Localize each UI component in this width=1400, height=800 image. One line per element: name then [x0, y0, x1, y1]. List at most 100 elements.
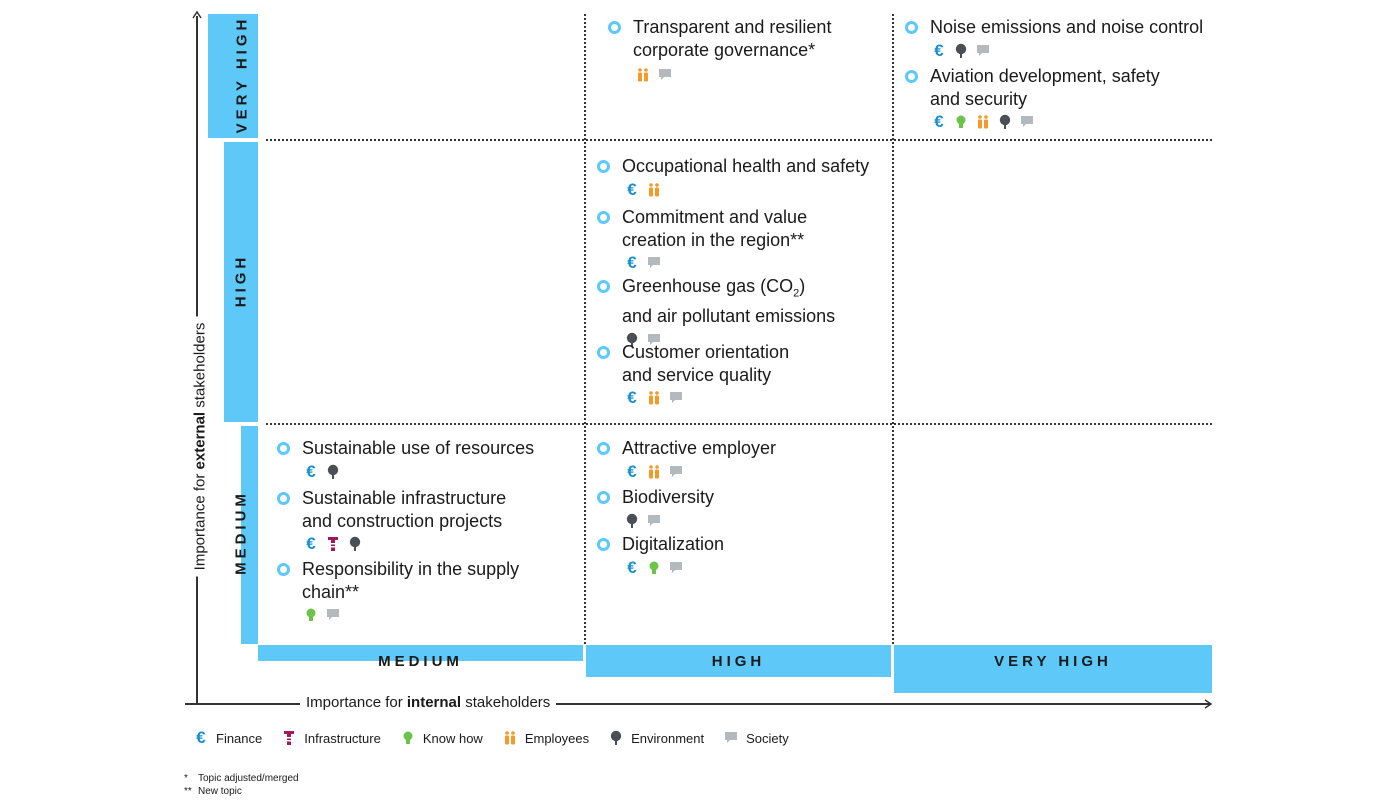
- topic-icons: €: [932, 40, 1203, 60]
- x-axis-title: Importance for internal stakeholders: [300, 694, 557, 711]
- tree-icon: [625, 332, 639, 348]
- y-level-label-medium: MEDIUM: [232, 490, 250, 575]
- x-level-label-medium: MEDIUM: [378, 653, 463, 670]
- speech-bubble-icon: [647, 513, 661, 529]
- y-level-bar-high: [224, 142, 258, 422]
- topic-title: Commitment and value creation in the reg…: [622, 207, 808, 250]
- speech-bubble-icon: [976, 43, 990, 59]
- topic-icons: €: [625, 461, 776, 481]
- topic-regional-commitment: Commitment and value creation in the reg…: [597, 206, 807, 271]
- tree-icon: [326, 464, 340, 480]
- topic-greenhouse-gas: Greenhouse gas (CO2) and air pollutant e…: [597, 275, 835, 348]
- topic-icons: €: [625, 557, 724, 577]
- infrastructure-icon: [282, 730, 296, 746]
- speech-bubble-icon: [647, 332, 661, 348]
- bullet-icon: [597, 442, 610, 455]
- people-icon: [647, 464, 661, 480]
- topic-icons: €: [625, 179, 869, 199]
- speech-bubble-icon: [658, 67, 672, 83]
- euro-icon: €: [627, 179, 637, 199]
- topic-title: Aviation development, safety and securit…: [930, 66, 1160, 109]
- topic-icons: €: [304, 461, 534, 481]
- euro-icon: €: [627, 253, 637, 272]
- y-level-bar-medium: [241, 426, 258, 644]
- legend: € Finance Infrastructure Know how Employe…: [194, 729, 789, 746]
- footnote-text: New topic: [198, 786, 242, 797]
- topic-title: Digitalization: [622, 534, 725, 554]
- topic-title: Noise emissions and noise control: [930, 17, 1204, 37]
- x-level-bar-high: [586, 645, 891, 677]
- x-level-label-very-high: VERY HIGH: [994, 653, 1112, 670]
- euro-icon: €: [934, 40, 944, 60]
- footnote-text: Topic adjusted/merged: [198, 773, 299, 784]
- topic-aviation: Aviation development, safety and securit…: [905, 65, 1160, 130]
- euro-icon: €: [627, 557, 637, 577]
- footnote: ** New topic: [184, 785, 299, 798]
- x-axis-title-bold: internal: [406, 694, 462, 711]
- euro-icon: €: [306, 461, 316, 481]
- topic-icons: [636, 67, 831, 83]
- topic-icons: [625, 332, 835, 348]
- legend-label: Environment: [631, 730, 705, 746]
- x-level-label-high: HIGH: [711, 653, 766, 670]
- bullet-icon: [597, 280, 610, 293]
- x-level-bar-very-high: [894, 645, 1212, 693]
- y-level-label-very-high: VERY HIGH: [233, 15, 251, 134]
- topic-title: Responsibility in the supply chain**: [302, 559, 520, 602]
- speech-bubble-icon: [326, 607, 340, 623]
- legend-item-environment: Environment: [609, 730, 704, 746]
- legend-label: Finance: [216, 730, 263, 746]
- bullet-icon: [905, 70, 918, 83]
- topic-title-suffix: ) and air pollutant emissions: [622, 276, 836, 327]
- topic-biodiversity: Biodiversity: [597, 486, 714, 529]
- bullet-icon: [597, 211, 610, 224]
- legend-label: Society: [746, 730, 789, 746]
- x-axis-arrow-icon: [1204, 699, 1213, 709]
- topic-supply-chain: Responsibility in the supply chain**: [277, 558, 519, 623]
- x-axis-line: [185, 703, 1210, 705]
- bullet-icon: [597, 491, 610, 504]
- topic-title-prefix: Greenhouse gas (CO: [622, 276, 794, 296]
- legend-item-finance: € Finance: [194, 729, 263, 746]
- people-icon: [503, 730, 517, 746]
- topic-governance: Transparent and resilient corporate gove…: [608, 16, 831, 83]
- tree-icon: [609, 730, 623, 746]
- bullet-icon: [597, 160, 610, 173]
- legend-label: Employees: [524, 730, 590, 746]
- topic-title-subscript: 2: [793, 287, 800, 300]
- grid-line-horizontal-2: [266, 423, 1212, 425]
- people-icon: [636, 67, 650, 83]
- people-icon: [976, 114, 990, 130]
- y-level-label-high: HIGH: [232, 253, 250, 308]
- lightbulb-icon: [647, 560, 661, 576]
- topic-title: Customer orientation and service quality: [622, 342, 790, 385]
- people-icon: [647, 390, 661, 406]
- topic-infrastructure: Sustainable infrastructure and construct…: [277, 487, 506, 552]
- topic-icons: [625, 513, 714, 529]
- topic-icons: €: [625, 389, 789, 406]
- euro-icon: €: [627, 461, 637, 481]
- bullet-icon: [277, 563, 290, 576]
- tree-icon: [954, 43, 968, 59]
- legend-item-society: Society: [724, 730, 789, 746]
- bullet-icon: [905, 21, 918, 34]
- speech-bubble-icon: [647, 255, 661, 271]
- footnotes: * Topic adjusted/merged ** New topic: [184, 772, 299, 798]
- topic-customer-orientation: Customer orientation and service quality…: [597, 341, 789, 406]
- speech-bubble-icon: [1020, 114, 1034, 130]
- lightbulb-icon: [954, 114, 968, 130]
- footnote-mark: *: [184, 773, 188, 784]
- speech-bubble-icon: [669, 560, 683, 576]
- legend-item-know-how: Know how: [401, 730, 483, 746]
- topic-occupational-health: Occupational health and safety €: [597, 155, 869, 198]
- speech-bubble-icon: [724, 730, 738, 746]
- topic-title: Occupational health and safety: [622, 156, 870, 176]
- x-axis-title-prefix: Importance for: [306, 694, 407, 711]
- topic-icons: €: [625, 253, 807, 272]
- topic-title: Attractive employer: [622, 438, 777, 458]
- x-level-bar-medium: [258, 645, 583, 661]
- y-axis-title-prefix: Importance for: [191, 469, 209, 571]
- legend-label: Know how: [422, 730, 483, 746]
- topic-noise: Noise emissions and noise control €: [905, 16, 1203, 59]
- x-axis-title-suffix: stakeholders: [461, 694, 551, 711]
